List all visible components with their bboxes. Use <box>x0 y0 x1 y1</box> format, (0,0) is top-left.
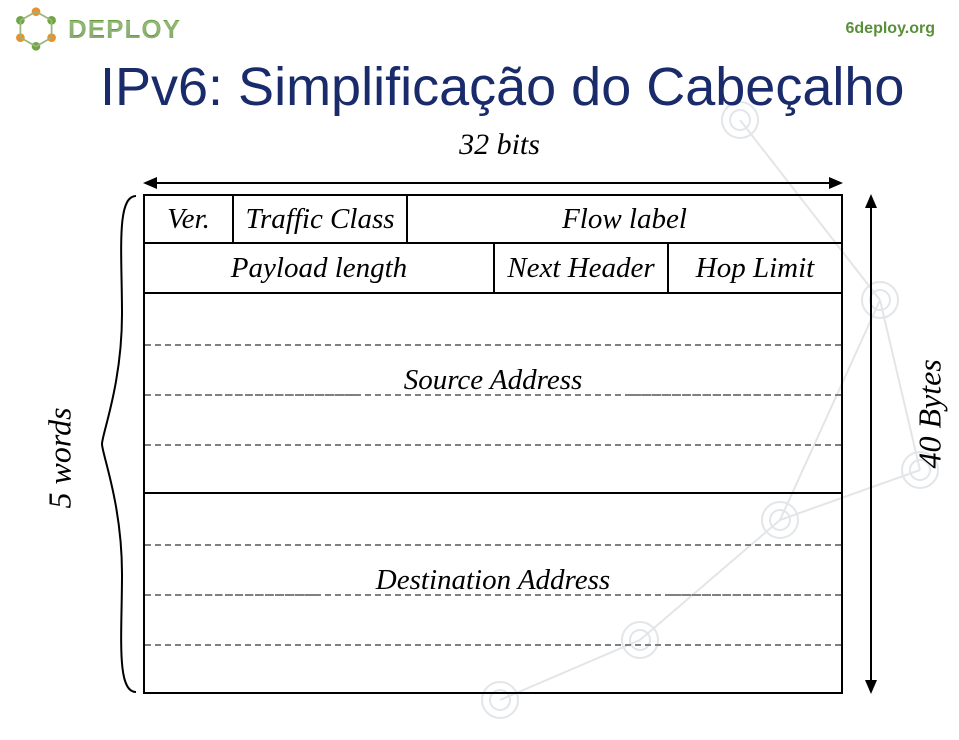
dash-decoration <box>155 594 315 596</box>
dash-decoration <box>671 594 831 596</box>
left-label: 5 words <box>42 369 79 509</box>
field-traffic-class: Traffic Class <box>232 196 406 244</box>
width-arrow <box>143 174 843 192</box>
field-destination-address: Destination Address <box>143 494 843 694</box>
field-next-header: Next Header <box>493 244 667 294</box>
logo-text: DEPLOY <box>68 14 181 45</box>
field-version: Ver. <box>145 196 232 244</box>
ipv6-header-diagram: Ver. Traffic Class Flow label Payload le… <box>143 194 843 694</box>
dash-decoration <box>155 394 355 396</box>
field-payload-length: Payload length <box>145 244 493 294</box>
width-label: 32 bits <box>0 128 959 162</box>
left-brace-icon <box>98 194 140 694</box>
logo-left: DEPLOY <box>10 3 181 55</box>
field-source-address: Source Address <box>143 294 843 494</box>
header-row-2: Payload length Next Header Hop Limit <box>143 244 843 294</box>
dash-decoration <box>631 394 831 396</box>
header-row-1: Ver. Traffic Class Flow label <box>143 194 843 244</box>
header-link[interactable]: 6deploy.org <box>846 20 936 38</box>
right-height-arrow <box>862 194 880 694</box>
right-label: 40 Bytes <box>912 329 949 469</box>
header: DEPLOY 6deploy.org <box>0 0 959 58</box>
field-hop-limit: Hop Limit <box>667 244 841 294</box>
field-flow-label: Flow label <box>406 196 841 244</box>
deploy-hex-icon <box>10 3 62 55</box>
page-title: IPv6: Simplificação do Cabeçalho <box>100 56 959 118</box>
